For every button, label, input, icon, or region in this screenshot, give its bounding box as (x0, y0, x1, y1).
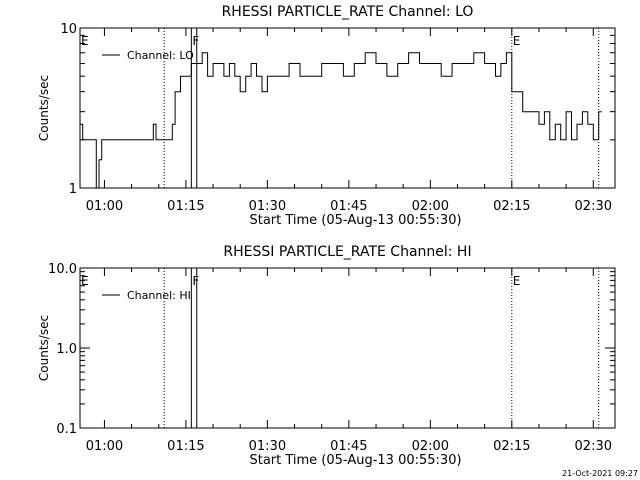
y-axis-label: Counts/sec (37, 315, 51, 381)
x-tick-label: 02:00 (412, 439, 449, 454)
y-tick-label: 1.0 (56, 342, 77, 357)
chart-title: RHESSI PARTICLE_RATE Channel: LO (222, 4, 474, 20)
legend-label: Channel: HI (127, 289, 191, 302)
x-tick-label: 01:00 (86, 199, 123, 214)
event-marker-label: E (81, 34, 89, 48)
event-marker-label: E (513, 34, 521, 48)
lo-panel: RHESSI PARTICLE_RATE Channel: LO Start Ti… (37, 4, 616, 228)
chart-title: RHESSI PARTICLE_RATE Channel: HI (223, 244, 471, 260)
x-tick-label: 01:30 (249, 439, 286, 454)
event-marker-label: E (513, 274, 521, 288)
x-axis-label: Start Time (05-Aug-13 00:55:30) (249, 213, 461, 228)
hi-panel: RHESSI PARTICLE_RATE Channel: HI Start Ti… (37, 244, 616, 468)
x-tick-label: 02:30 (575, 439, 612, 454)
y-tick-label: 1 (69, 182, 77, 197)
y-axis-label: Counts/sec (37, 75, 51, 141)
x-tick-label: 02:15 (493, 439, 530, 454)
footer-timestamp: 21-Oct-2021 09:27 (562, 469, 638, 478)
x-tick-label: 01:15 (167, 439, 204, 454)
x-tick-label: 01:00 (86, 439, 123, 454)
x-tick-label: 01:45 (330, 199, 367, 214)
legend-label: Channel: LO (127, 49, 194, 62)
event-marker-label: F (192, 274, 199, 288)
x-tick-label: 02:15 (493, 199, 530, 214)
x-tick-label: 01:15 (167, 199, 204, 214)
x-tick-label: 01:30 (249, 199, 286, 214)
y-tick-label: 10 (60, 22, 77, 37)
y-tick-label: 10.0 (48, 262, 77, 277)
plot-frame (79, 27, 616, 189)
x-tick-label: 02:30 (575, 199, 612, 214)
event-marker-label: E (81, 274, 89, 288)
event-marker-label: F (192, 34, 199, 48)
series-line (80, 52, 602, 189)
x-axis-label: Start Time (05-Aug-13 00:55:30) (249, 453, 461, 468)
y-tick-label: 0.1 (56, 422, 77, 437)
x-tick-label: 02:00 (412, 199, 449, 214)
x-tick-label: 01:45 (330, 439, 367, 454)
